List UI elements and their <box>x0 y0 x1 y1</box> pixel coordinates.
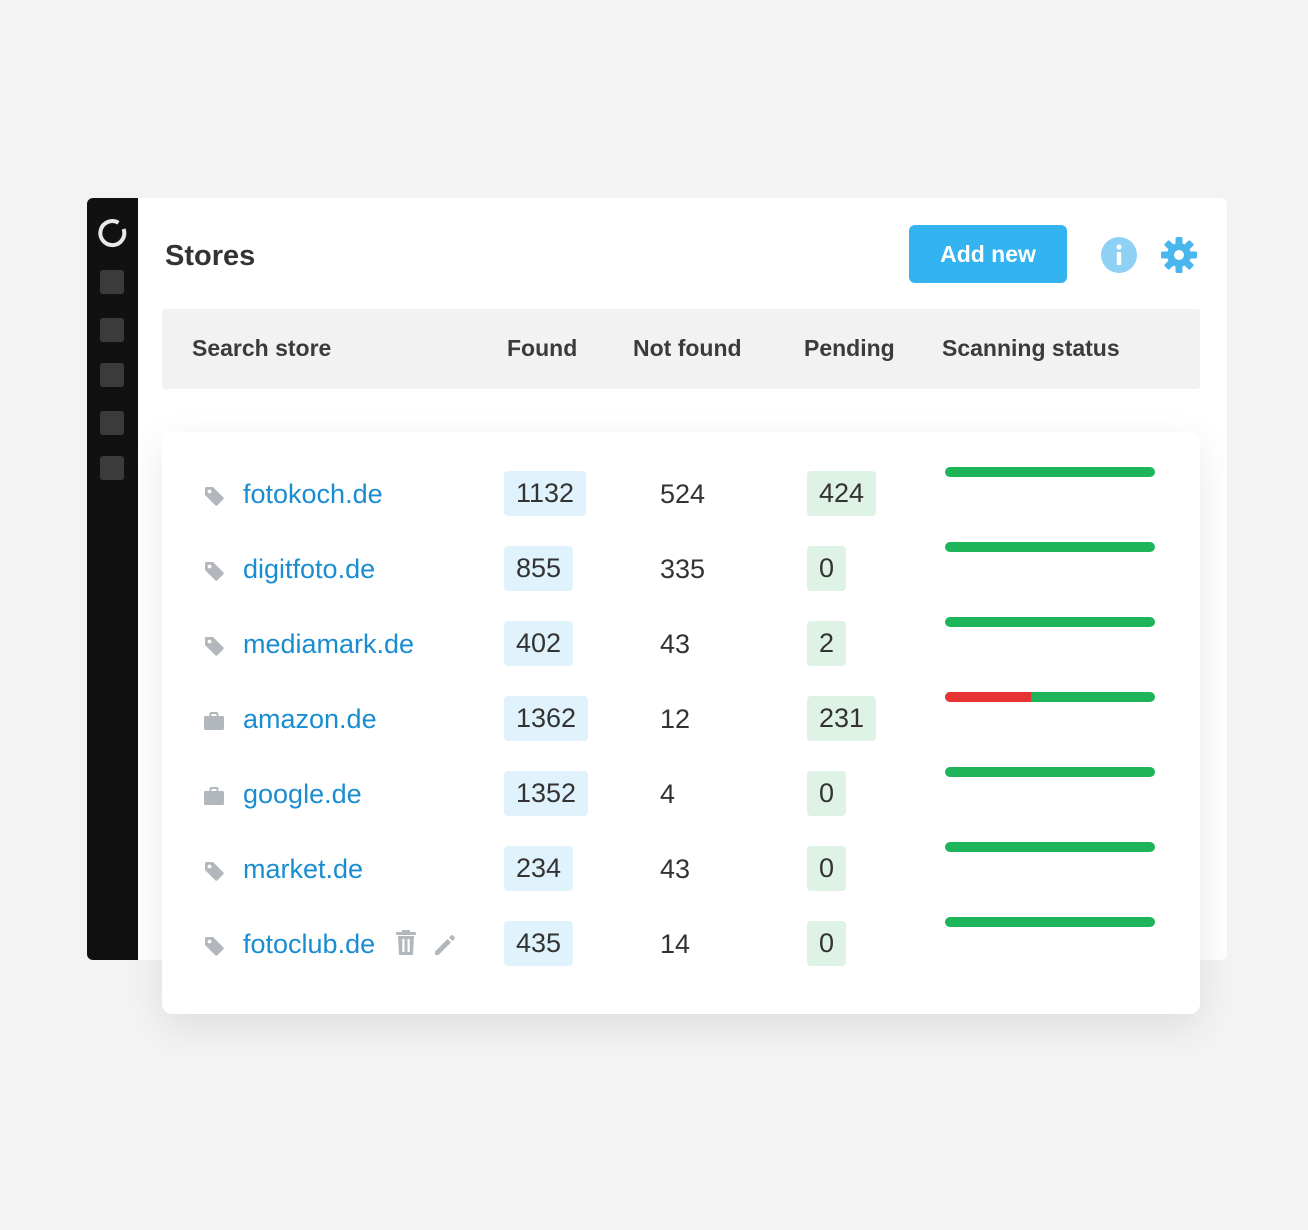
table-row[interactable]: fotokoch.de 1132 524 424 <box>162 432 1200 516</box>
scanning-status-bar <box>945 542 1155 552</box>
table-row[interactable]: amazon.de 1362 12 231 <box>162 657 1200 741</box>
column-header-pending[interactable]: Pending <box>804 335 895 361</box>
found-count: 1352 <box>504 771 589 816</box>
briefcase-icon <box>202 784 226 808</box>
store-link[interactable]: google.de <box>243 779 362 809</box>
found-count: 1132 <box>504 471 587 516</box>
table-row[interactable]: google.de 1352 4 0 <box>162 732 1200 816</box>
not-found-count: 335 <box>660 554 706 584</box>
table-row[interactable]: mediamark.de 402 43 2 <box>162 582 1200 666</box>
table-row[interactable]: digitfoto.de 855 335 0 <box>162 507 1200 591</box>
pending-count: 424 <box>807 471 877 516</box>
spinner-logo-icon[interactable] <box>96 216 128 248</box>
nav-item-5[interactable] <box>100 456 124 480</box>
briefcase-icon <box>202 709 226 733</box>
nav-item-3[interactable] <box>100 363 124 387</box>
nav-item-4[interactable] <box>100 411 124 435</box>
found-count: 855 <box>504 546 574 591</box>
scanning-status-bar <box>945 842 1155 852</box>
found-count: 234 <box>504 846 574 891</box>
not-found-count: 14 <box>660 929 691 959</box>
table-row[interactable]: fotoclub.de 435 14 0 <box>162 882 1200 966</box>
column-header-not-found[interactable]: Not found <box>633 335 742 361</box>
not-found-count: 12 <box>660 704 691 734</box>
store-link[interactable]: market.de <box>243 854 364 884</box>
page-title: Stores <box>165 240 256 272</box>
store-link[interactable]: amazon.de <box>243 704 377 734</box>
scanning-status-failed-segment <box>945 692 1032 702</box>
not-found-count: 524 <box>660 479 706 509</box>
table-row[interactable]: market.de 234 43 0 <box>162 807 1200 891</box>
pending-count: 0 <box>807 921 847 966</box>
stores-list: fotokoch.de 1132 524 424 digitfoto.de 85… <box>162 432 1200 1014</box>
column-header-search-store[interactable]: Search store <box>192 335 332 361</box>
scanning-status-bar <box>945 917 1155 927</box>
column-header-found[interactable]: Found <box>507 335 578 361</box>
nav-item-1[interactable] <box>100 270 124 294</box>
tag-icon <box>202 859 226 883</box>
found-count: 402 <box>504 621 574 666</box>
store-link[interactable]: mediamark.de <box>243 629 415 659</box>
pending-count: 0 <box>807 771 847 816</box>
sidebar <box>87 198 138 960</box>
pending-count: 231 <box>807 696 877 741</box>
scanning-status-bar <box>945 767 1155 777</box>
scanning-status-bar <box>945 692 1155 702</box>
pencil-icon[interactable] <box>432 932 458 963</box>
found-count: 1362 <box>504 696 589 741</box>
tag-icon <box>202 484 226 508</box>
nav-item-2[interactable] <box>100 318 124 342</box>
store-link[interactable]: digitfoto.de <box>243 554 376 584</box>
found-count: 435 <box>504 921 574 966</box>
not-found-count: 43 <box>660 629 691 659</box>
store-link[interactable]: fotoclub.de <box>243 929 376 959</box>
pending-count: 0 <box>807 846 847 891</box>
info-icon[interactable] <box>1100 236 1138 274</box>
scanning-status-bar <box>945 467 1155 477</box>
tag-icon <box>202 634 226 658</box>
tag-icon <box>202 559 226 583</box>
not-found-count: 4 <box>660 779 676 809</box>
not-found-count: 43 <box>660 854 691 884</box>
scanning-status-bar <box>945 617 1155 627</box>
tag-icon <box>202 934 226 958</box>
column-header-scanning-status[interactable]: Scanning status <box>942 335 1120 361</box>
store-link[interactable]: fotokoch.de <box>243 479 383 509</box>
pending-count: 0 <box>807 546 847 591</box>
pending-count: 2 <box>807 621 847 666</box>
gear-icon[interactable] <box>1159 235 1199 275</box>
trash-icon[interactable] <box>395 930 417 961</box>
table-header: Search store Found Not found Pending Sca… <box>162 309 1200 389</box>
add-new-button[interactable]: Add new <box>909 225 1067 283</box>
